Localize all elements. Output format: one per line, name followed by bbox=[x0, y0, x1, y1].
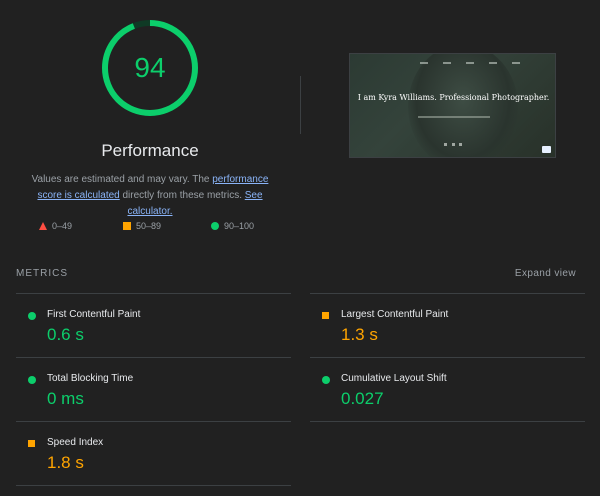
legend-fail: 0–49 bbox=[38, 220, 72, 232]
metric-label: First Contentful Paint bbox=[47, 309, 141, 320]
page-screenshot-thumbnail[interactable]: I am Kyra Williams. Professional Photogr… bbox=[349, 53, 556, 158]
average-square-icon bbox=[322, 312, 329, 319]
thumbnail-social-icons bbox=[444, 143, 462, 146]
pass-circle-icon bbox=[28, 312, 36, 320]
metric-label: Total Blocking Time bbox=[47, 373, 134, 384]
thumbnail-portrait bbox=[408, 54, 518, 157]
performance-gauge: 94 bbox=[100, 18, 200, 118]
legend-pass-label: 90–100 bbox=[224, 221, 255, 231]
score-description: Values are estimated and may vary. The p… bbox=[18, 172, 282, 220]
pass-circle-icon bbox=[322, 376, 330, 384]
see-calculator-link[interactable]: See calculator. bbox=[127, 190, 263, 217]
expand-view-toggle[interactable]: Expand view bbox=[514, 268, 576, 279]
pass-circle-icon bbox=[211, 222, 219, 230]
performance-score-link[interactable]: performance score is calculated bbox=[37, 174, 269, 201]
metric-value: 0 ms bbox=[47, 389, 84, 408]
fail-triangle-icon bbox=[39, 222, 47, 230]
thumbnail-nav bbox=[420, 62, 520, 64]
metric-value: 0.6 s bbox=[47, 325, 84, 344]
thumbnail-headline: I am Kyra Williams. Professional Photogr… bbox=[357, 93, 550, 102]
legend-average-label: 50–89 bbox=[136, 221, 162, 231]
metric-label: Speed Index bbox=[47, 437, 104, 448]
metric-value: 1.3 s bbox=[341, 325, 378, 344]
metric-label: Cumulative Layout Shift bbox=[341, 373, 447, 384]
metric-value: 1.8 s bbox=[47, 453, 84, 472]
gauge-ring bbox=[102, 20, 198, 116]
metric-divider bbox=[310, 421, 585, 422]
vertical-divider bbox=[300, 76, 301, 134]
thumbnail-badge-icon bbox=[542, 146, 551, 153]
performance-score: 94 bbox=[134, 52, 166, 83]
average-square-icon bbox=[123, 222, 131, 230]
legend-pass: 90–100 bbox=[210, 220, 254, 232]
description-text-1: Values are estimated and may vary. The bbox=[31, 174, 213, 185]
thumbnail-subtext bbox=[418, 116, 490, 118]
metric-total-blocking-time: Total Blocking Time 0 ms bbox=[16, 357, 291, 421]
legend-fail-label: 0–49 bbox=[52, 221, 73, 231]
metric-cumulative-layout-shift: Cumulative Layout Shift 0.027 bbox=[310, 357, 585, 421]
gauge-title: Performance bbox=[101, 141, 199, 160]
metric-largest-contentful-paint: Largest Contentful Paint 1.3 s bbox=[310, 293, 585, 357]
pass-circle-icon bbox=[28, 376, 36, 384]
metric-value: 0.027 bbox=[341, 389, 384, 408]
description-text-2: directly from these metrics. bbox=[119, 190, 245, 201]
average-square-icon bbox=[28, 440, 35, 447]
legend-average: 50–89 bbox=[122, 220, 161, 232]
metrics-title: METRICS bbox=[16, 268, 68, 279]
metric-speed-index: Speed Index 1.8 s bbox=[16, 421, 291, 485]
metric-divider bbox=[16, 485, 291, 486]
metric-first-contentful-paint: First Contentful Paint 0.6 s bbox=[16, 293, 291, 357]
metric-label: Largest Contentful Paint bbox=[341, 309, 449, 320]
